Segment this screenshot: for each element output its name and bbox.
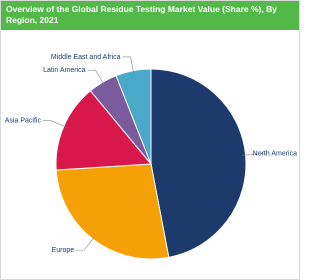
chart-card: Overview of the Global Residue Testing M… xyxy=(0,0,300,280)
leader-line xyxy=(76,236,95,251)
slice-label: Asia Pacific xyxy=(5,118,42,125)
pie-slice xyxy=(150,68,247,258)
leader-line xyxy=(87,69,105,85)
leader-line xyxy=(242,153,268,156)
slice-label: Middle East and Africa xyxy=(51,54,121,61)
leader-line xyxy=(42,120,67,128)
slice-label: Europe xyxy=(52,247,75,254)
leader-line xyxy=(122,56,135,74)
chart-title: Overview of the Global Residue Testing M… xyxy=(1,1,299,30)
slice-label: North America xyxy=(253,151,297,158)
pie-slice xyxy=(55,163,170,260)
chart: North America Europe Asia Pacific Latin Ame… xyxy=(5,54,297,260)
slice-label: Latin America xyxy=(43,67,86,74)
